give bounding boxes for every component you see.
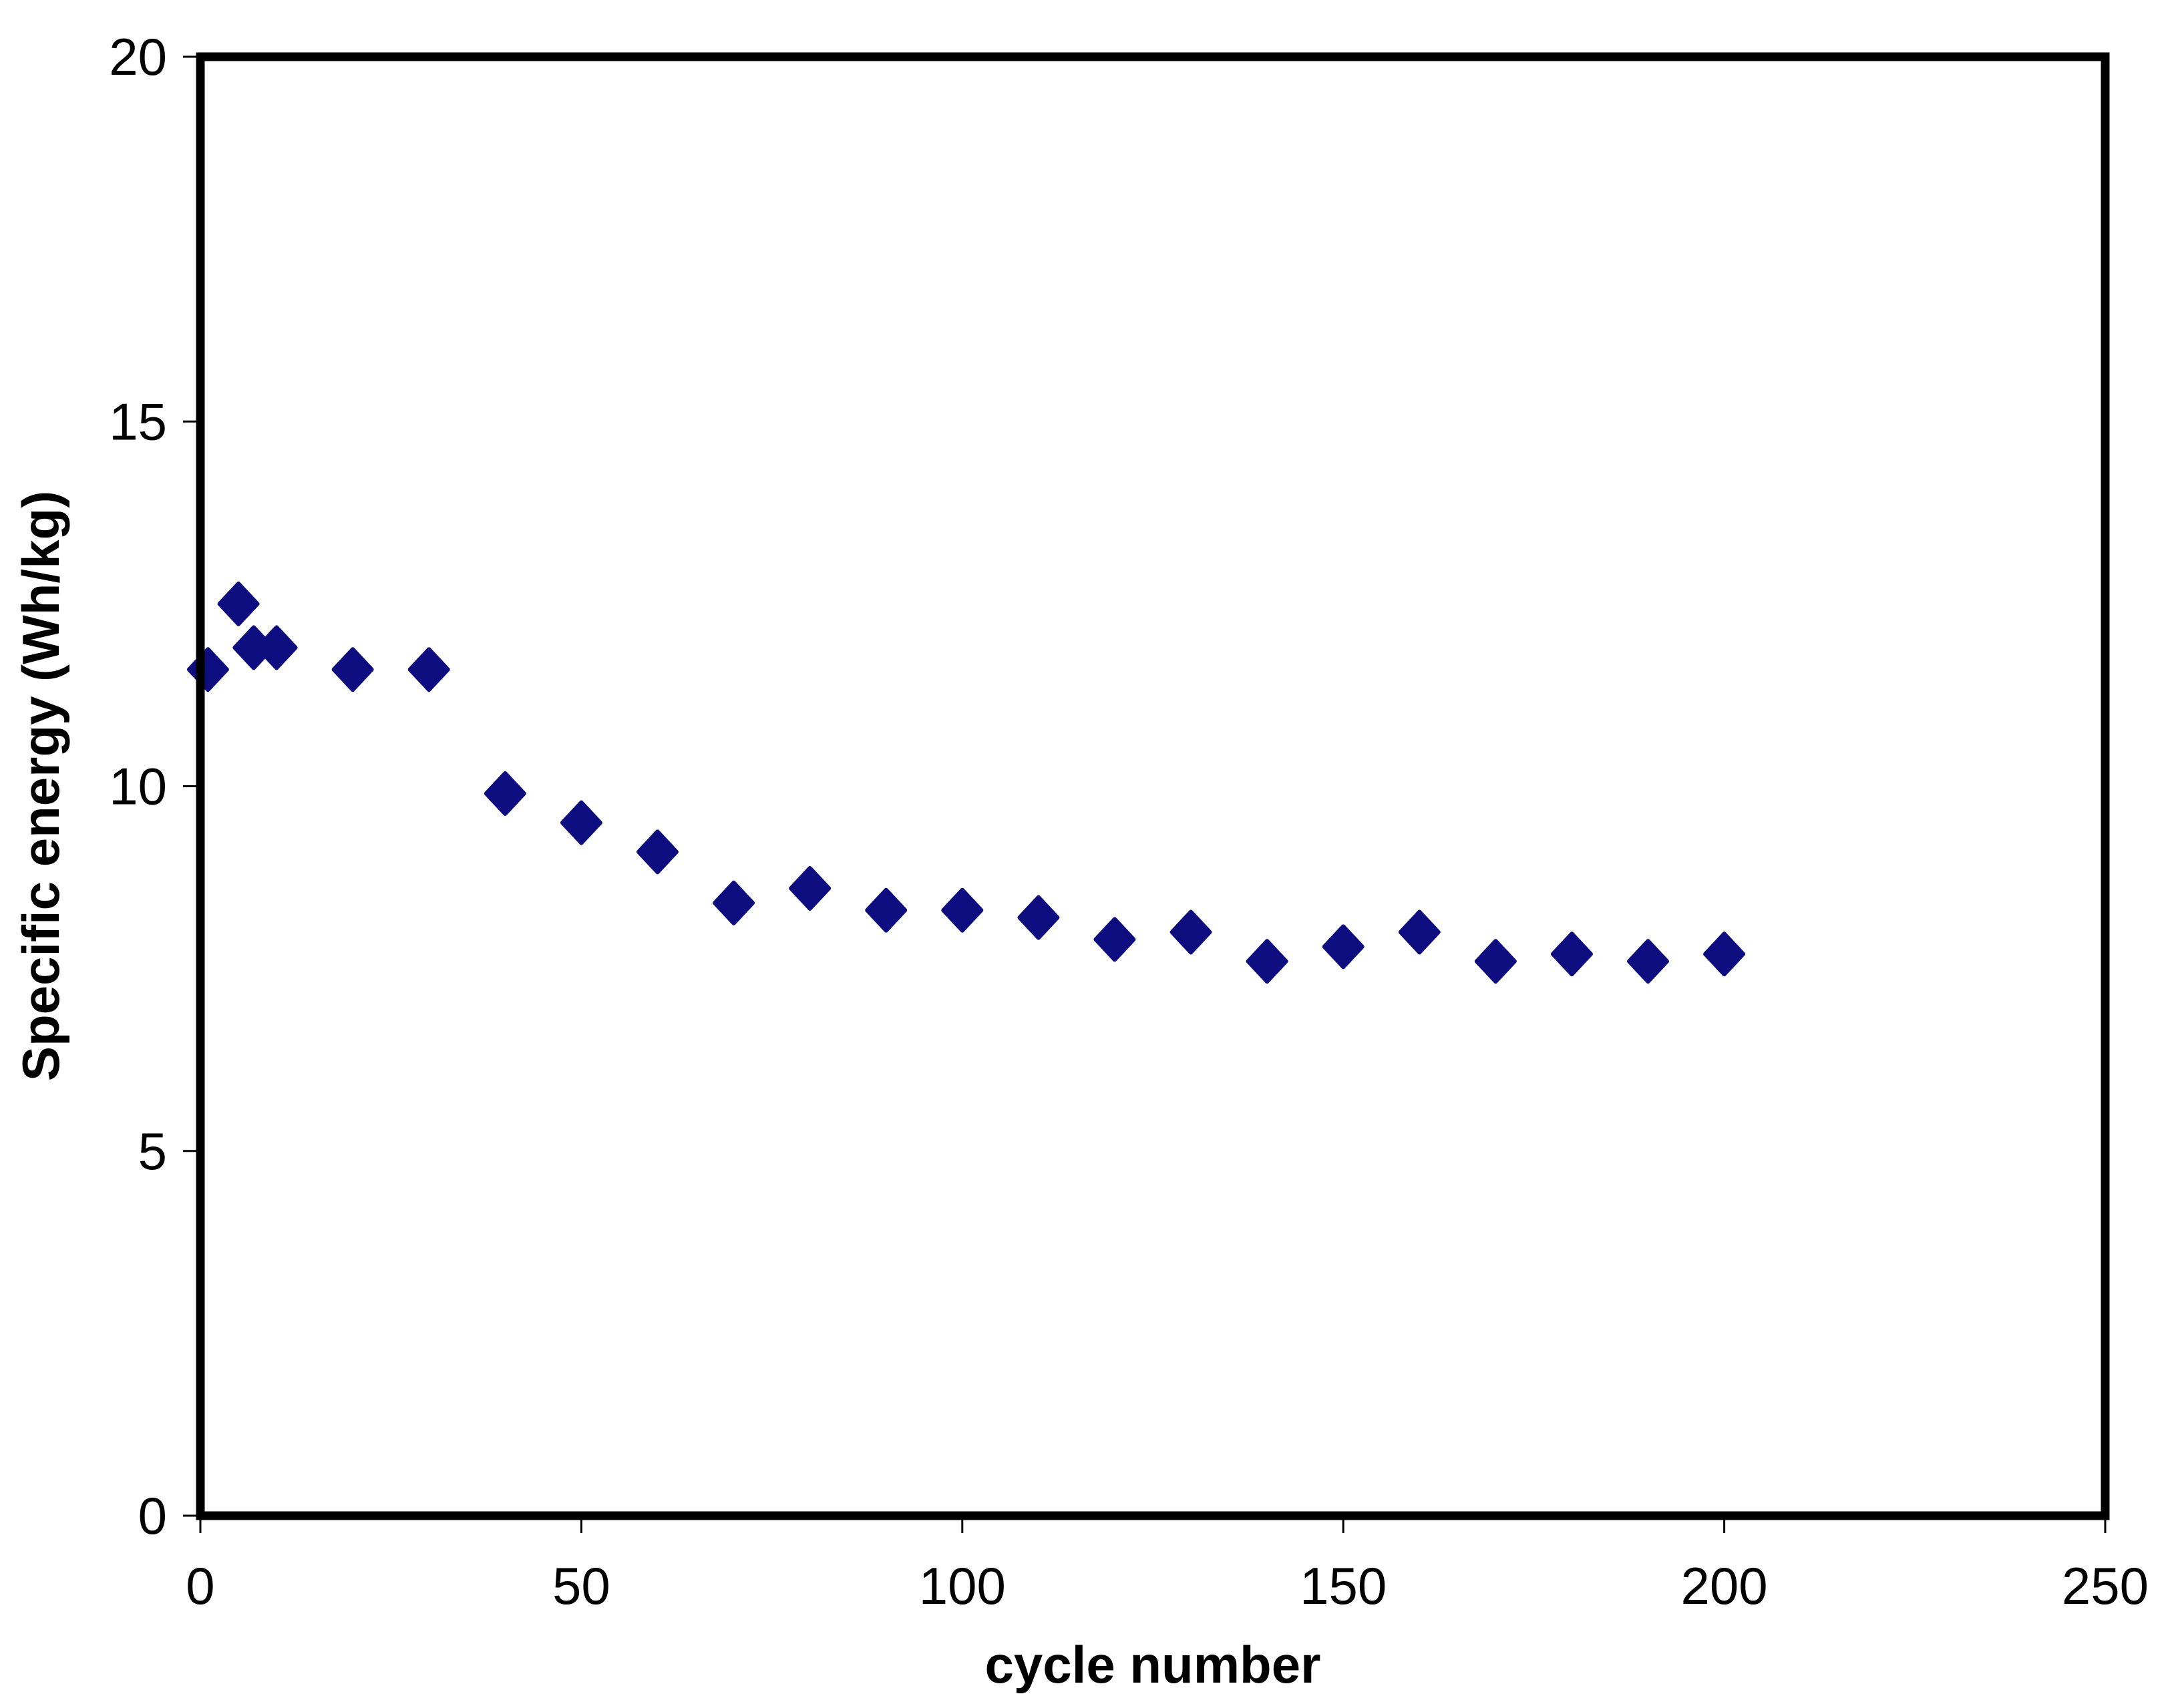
x-axis-title: cycle number (985, 1635, 1321, 1694)
x-tick-label: 100 (919, 1556, 1006, 1615)
y-ticks: 0 5 10 15 20 (109, 27, 200, 1545)
data-point-diamond (484, 771, 526, 816)
data-point-diamond (1093, 917, 1136, 962)
data-point-diamond (789, 865, 832, 911)
data-point-diamond (713, 880, 755, 925)
data-point-diamond (407, 647, 450, 692)
x-tick-label: 250 (2062, 1556, 2149, 1615)
data-points (186, 581, 1746, 984)
data-point-diamond (1398, 909, 1441, 955)
y-tick-label: 5 (138, 1122, 167, 1181)
data-point-diamond (1703, 931, 1746, 977)
x-tick-label: 200 (1681, 1556, 1768, 1615)
data-point-diamond (1550, 931, 1593, 977)
data-point-diamond (255, 625, 298, 670)
data-point-diamond (1017, 895, 1060, 940)
data-point-diamond (1322, 924, 1365, 970)
data-point-diamond (1169, 909, 1212, 955)
data-point-diamond (1627, 939, 1670, 984)
x-tick-label: 50 (552, 1556, 610, 1615)
plot-frame (196, 52, 2110, 1520)
data-point-diamond (941, 887, 984, 933)
data-point-diamond (1246, 939, 1288, 984)
x-tick-label: 150 (1300, 1556, 1387, 1615)
y-tick-label: 20 (109, 27, 167, 86)
data-point-diamond (186, 647, 229, 692)
data-point-diamond (865, 887, 908, 933)
y-axis-title: Specific energy (Wh/kg) (11, 491, 70, 1081)
data-point-diamond (1474, 939, 1517, 984)
data-point-diamond (331, 647, 374, 692)
data-point-diamond (636, 829, 679, 875)
x-tick-label: 0 (186, 1556, 214, 1615)
y-tick-label: 10 (109, 757, 167, 816)
x-ticks: 0 50 100 150 200 250 (186, 1516, 2149, 1615)
y-tick-label: 15 (109, 392, 167, 451)
y-tick-label: 0 (138, 1486, 167, 1545)
data-point-diamond (217, 581, 260, 626)
data-point-diamond (560, 800, 602, 845)
